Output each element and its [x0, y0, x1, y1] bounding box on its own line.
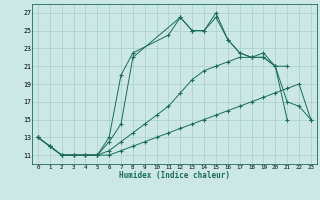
X-axis label: Humidex (Indice chaleur): Humidex (Indice chaleur)	[119, 171, 230, 180]
